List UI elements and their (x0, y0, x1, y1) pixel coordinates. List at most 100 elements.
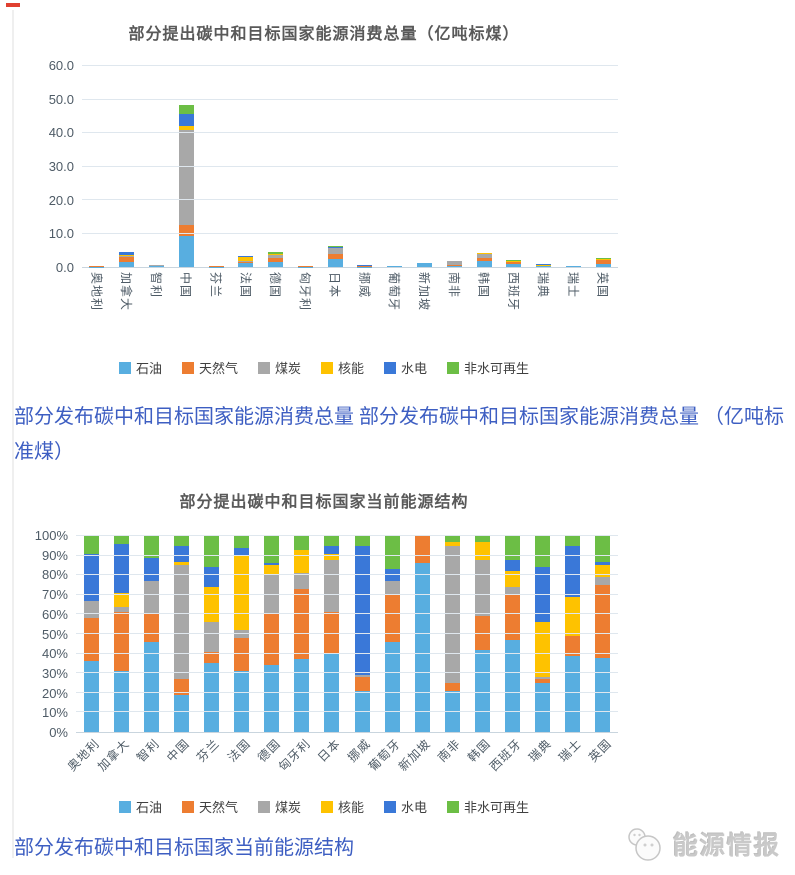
bar-cell-匈牙利 (290, 66, 320, 267)
bar-cell-瑞典 (529, 66, 559, 267)
legend-item-石油: 石油 (118, 358, 162, 377)
bar-segment-石油 (506, 263, 522, 267)
bar-segment-水电 (264, 563, 280, 566)
bar-segment-水电 (83, 553, 99, 601)
bar-segment-石油 (595, 263, 611, 267)
legend-item-水电: 水电 (384, 358, 427, 377)
legend-label: 天然气 (198, 800, 238, 815)
legend-label: 石油 (135, 800, 162, 815)
legend-swatch-非水可再生 (447, 361, 460, 374)
gridline (76, 672, 618, 674)
stacked-bar-日本 (327, 245, 343, 267)
gridline (82, 232, 618, 234)
legend-swatch-核能 (321, 361, 333, 374)
bar-segment-非水可再生 (178, 104, 194, 114)
bar-cell-瑞典 (528, 536, 558, 732)
x-label-奥地利: 奥地利 (89, 272, 104, 312)
stacked-bar-英国 (595, 258, 611, 267)
bar-cell-智利 (142, 66, 172, 267)
stacked-bar-法国 (234, 536, 250, 732)
bar-segment-煤炭 (178, 129, 194, 226)
x-label-英国: 英国 (595, 272, 610, 299)
y-tick-label: 10.0 (48, 226, 74, 242)
bar-segment-水电 (178, 113, 194, 127)
bar-cell-西班牙 (499, 66, 529, 267)
bar-segment-煤炭 (148, 265, 164, 266)
energy-intel-logo-icon (628, 828, 661, 861)
bar-segment-非水可再生 (173, 536, 189, 546)
gridline (76, 633, 618, 634)
bar-segment-石油 (208, 266, 224, 267)
stacked-bar-瑞士 (565, 536, 581, 732)
chart1-body: 0.0 10.0 20.0 30.0 40.0 50.0 60.0 (30, 58, 618, 275)
stacked-bar-瑞士 (565, 265, 581, 267)
bar-segment-天然气 (143, 614, 159, 642)
x-label-加拿大: 加拿大 (119, 272, 134, 312)
chart-energy-structure: 部分提出碳中和目标国家当前能源结构 0% 10% 20% 30% 40% 50% 60% 70… (30, 478, 618, 820)
y-tick-label: 90% (41, 547, 68, 563)
gridline (82, 98, 618, 100)
x-label-英国: 英国 (585, 736, 615, 765)
bar-segment-核能 (476, 253, 492, 255)
bar-segment-石油 (173, 694, 189, 732)
bar-segment-水电 (324, 545, 340, 554)
bar-segment-天然气 (354, 677, 370, 691)
bar-segment-核能 (506, 261, 522, 262)
bar-segment-非水可再生 (595, 536, 611, 562)
gridline (76, 574, 618, 576)
bar-segment-石油 (387, 266, 403, 267)
bar-segment-天然气 (268, 257, 284, 262)
bar-cell-葡萄牙 (377, 536, 407, 732)
bar-segment-非水可再生 (294, 536, 310, 550)
bar-cell-挪威 (350, 66, 380, 267)
stacked-bar-法国 (238, 255, 254, 267)
legend-label: 核能 (338, 800, 365, 815)
stacked-bar-智利 (143, 536, 159, 732)
bar-segment-非水可再生 (506, 260, 522, 261)
gridline (76, 691, 618, 693)
x-label-中国: 中国 (178, 272, 193, 299)
chart1-title: 部分提出碳中和目标国家能源消费总量（亿吨标煤） (128, 26, 520, 43)
bar-segment-石油 (264, 665, 280, 732)
bar-segment-天然气 (565, 635, 581, 656)
bar-segment-核能 (178, 126, 194, 130)
bar-segment-非水可再生 (83, 536, 99, 554)
bar-segment-天然气 (119, 256, 135, 262)
bar-segment-核能 (264, 565, 280, 576)
bar-segment-核能 (119, 254, 135, 256)
gridline (82, 165, 618, 167)
bar-segment-石油 (83, 661, 99, 732)
bar-segment-水电 (535, 567, 551, 623)
x-label-新加坡: 新加坡 (396, 736, 434, 774)
bar-segment-石油 (119, 261, 135, 267)
energy-intel-watermark: 能源情报 (625, 824, 781, 864)
bar-cell-葡萄牙 (380, 66, 410, 267)
bar-cell-加拿大 (106, 536, 136, 732)
gridline (76, 593, 618, 595)
left-quote-border (12, 10, 14, 858)
stacked-bar-智利 (148, 265, 164, 267)
bar-segment-煤炭 (143, 581, 159, 615)
bar-cell-日本 (320, 66, 350, 267)
bar-segment-非水可再生 (113, 536, 129, 544)
bar-segment-石油 (268, 261, 284, 267)
bar-segment-煤炭 (324, 559, 340, 613)
x-label-西班牙: 西班牙 (506, 272, 521, 312)
energy-intel-logo-text: 能源情报 (672, 832, 781, 860)
bar-segment-非水可再生 (264, 536, 280, 564)
bar-segment-核能 (203, 587, 219, 623)
chart1-y-axis: 0.0 10.0 20.0 30.0 40.0 50.0 60.0 (30, 58, 82, 275)
stacked-bar-匈牙利 (297, 265, 313, 267)
x-label-新加坡: 新加坡 (416, 272, 431, 312)
bar-segment-天然气 (595, 585, 611, 658)
legend-swatch-石油 (118, 800, 131, 813)
y-tick-label: 50% (41, 626, 68, 642)
y-tick-label: 20.0 (48, 192, 74, 208)
gridline (76, 535, 618, 536)
bar-segment-核能 (238, 256, 254, 262)
bar-segment-非水可再生 (324, 536, 340, 546)
bar-cell-英国 (588, 536, 618, 732)
stacked-bar-西班牙 (505, 536, 521, 732)
stacked-bar-瑞典 (535, 536, 551, 732)
bar-segment-非水可再生 (444, 536, 460, 542)
